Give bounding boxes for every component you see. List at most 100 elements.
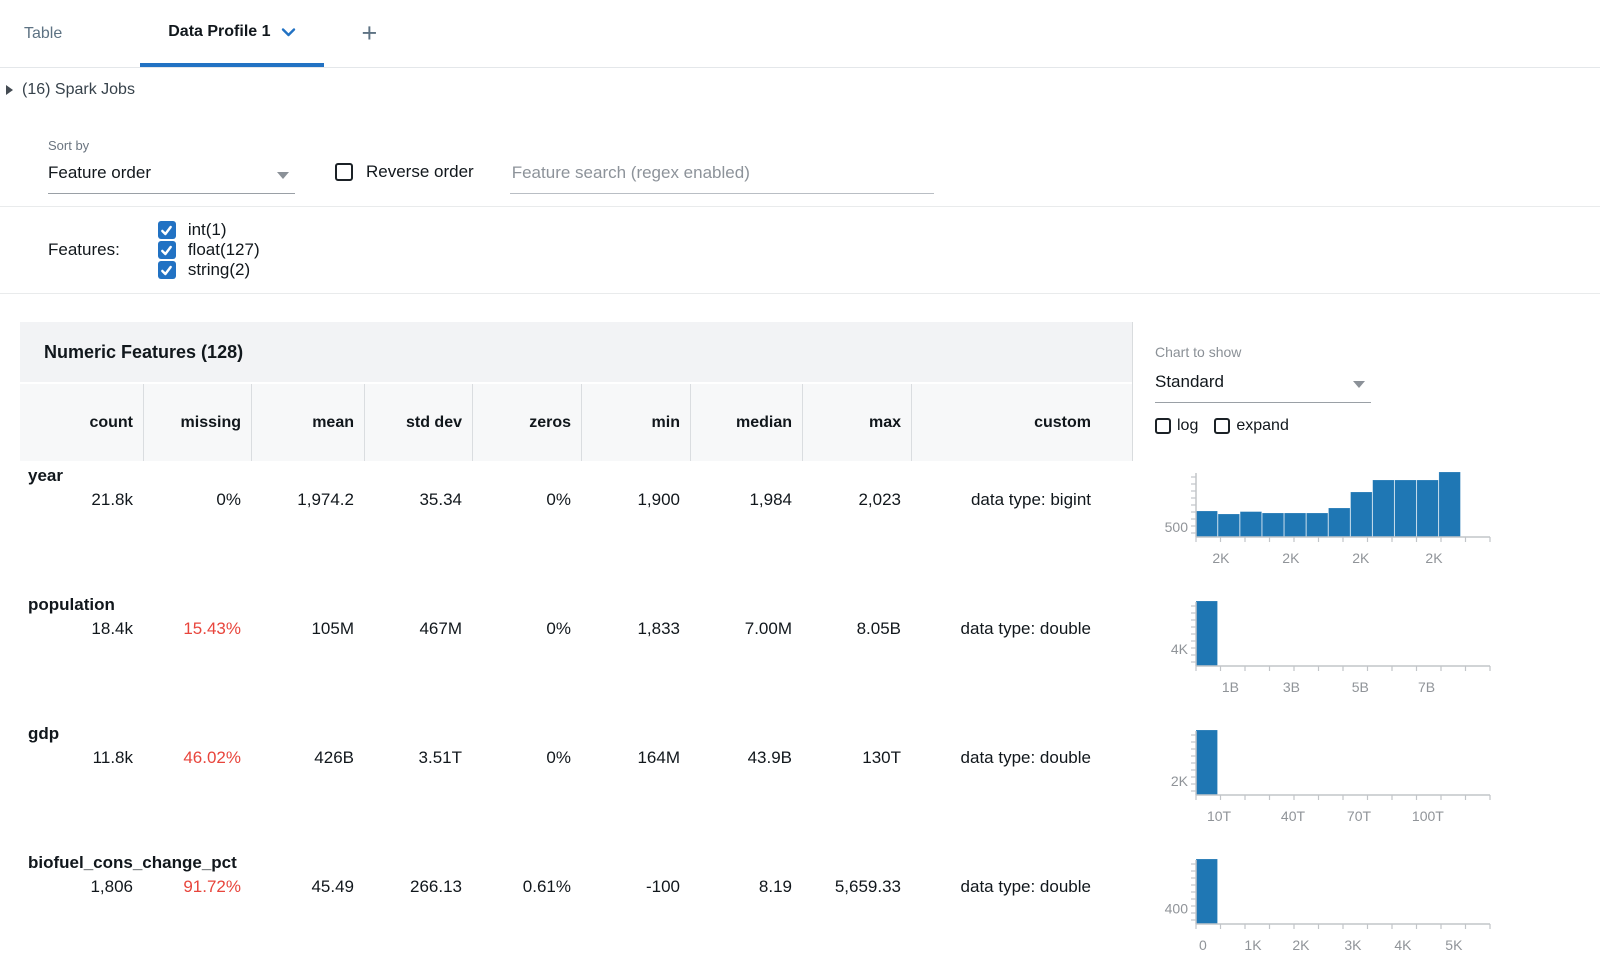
stat-max: 8.05B	[856, 619, 901, 638]
stat-missing: 0%	[216, 490, 241, 509]
table-title: Numeric Features (128)	[44, 341, 244, 362]
feature-type-checkbox[interactable]	[157, 241, 176, 259]
stat-std-dev: 266.13	[410, 877, 462, 896]
feature-search	[509, 155, 934, 194]
feature-type-checkbox[interactable]	[157, 221, 176, 239]
chevron-down-icon[interactable]	[281, 27, 296, 37]
svg-text:2K: 2K	[1292, 937, 1310, 953]
stat-zeros: 0%	[546, 619, 571, 638]
tab-bar: Table Data Profile 1 +	[0, 0, 1600, 68]
log-label: log	[1177, 417, 1199, 434]
profile-controls: Sort by Feature order Reverse order	[0, 102, 1600, 194]
svg-text:2K: 2K	[1352, 550, 1370, 566]
stat-zeros: 0.61%	[522, 877, 571, 896]
stat-mean: 426B	[314, 748, 354, 767]
stat-custom: data type: double	[960, 877, 1091, 896]
add-profile-button[interactable]: +	[348, 0, 392, 67]
feature-type-label: int(1)	[187, 220, 227, 239]
histogram-chart: 2K 10T 40T 70T 100T	[1171, 729, 1491, 824]
svg-text:2K: 2K	[1425, 550, 1443, 566]
spark-jobs-label: (16) Spark Jobs	[22, 81, 135, 98]
chart-to-show-label: Chart to show	[1155, 344, 1242, 360]
feature-type-filters: Features: int(1) float(127) string(2)	[0, 206, 1600, 294]
table-row: year 21.8k 0% 1,974.2 35.34 0% 1,900 1,984 2,02…	[20, 461, 1538, 590]
expand-control[interactable]: expand	[1214, 417, 1289, 435]
column-header-median: median	[690, 384, 802, 461]
caret-down-icon	[1353, 381, 1365, 388]
feature-name: population	[28, 595, 115, 614]
column-header-custom: custom	[911, 384, 1101, 461]
numeric-features-panel: Numeric Features (128) count missing mean s…	[20, 322, 1538, 957]
histogram-chart: 400 0 1K 2K 3K 4K 5K	[1165, 858, 1491, 953]
feature-type-float[interactable]: float(127)	[157, 240, 260, 260]
svg-text:4K: 4K	[1171, 641, 1189, 657]
log-checkbox[interactable]	[1155, 418, 1171, 434]
feature-type-int[interactable]: int(1)	[157, 220, 260, 240]
svg-text:5K: 5K	[1445, 937, 1463, 953]
histogram-chart: 4K 1B 3B 5B 7B	[1171, 600, 1491, 695]
feature-type-checkbox[interactable]	[157, 261, 176, 279]
svg-text:40T: 40T	[1281, 808, 1306, 824]
svg-text:1B: 1B	[1222, 679, 1239, 695]
log-scale-control[interactable]: log	[1155, 417, 1198, 435]
stat-custom: data type: bigint	[970, 490, 1091, 509]
feature-type-string[interactable]: string(2)	[157, 260, 260, 280]
column-header-std-dev: std dev	[364, 384, 472, 461]
svg-text:500: 500	[1165, 519, 1189, 535]
feature-histogram: 4K 1B 3B 5B 7B	[1129, 590, 1538, 719]
stat-std-dev: 3.51T	[418, 748, 462, 767]
stat-max: 2,023	[858, 490, 901, 509]
feature-histogram: 2K 10T 40T 70T 100T	[1129, 719, 1538, 848]
stat-count: 18.4k	[91, 619, 133, 638]
stat-mean: 105M	[311, 619, 354, 638]
feature-name: year	[28, 466, 63, 485]
svg-text:400: 400	[1165, 901, 1189, 917]
table-header: Numeric Features (128) count missing mean s…	[20, 322, 1538, 461]
stat-mean: 1,974.2	[297, 490, 354, 509]
sort-by-value: Feature order	[48, 163, 151, 182]
stat-missing: 91.72%	[183, 877, 241, 896]
stat-median: 1,984	[749, 490, 792, 509]
sort-by-select[interactable]: Feature order	[48, 155, 295, 194]
plus-icon: +	[361, 18, 378, 48]
expand-checkbox[interactable]	[1214, 418, 1231, 434]
svg-text:10T: 10T	[1207, 808, 1232, 824]
caret-down-icon	[277, 172, 289, 179]
stat-count: 11.8k	[92, 748, 133, 767]
reverse-order-label: Reverse order	[366, 162, 474, 181]
svg-text:70T: 70T	[1347, 808, 1372, 824]
feature-search-input[interactable]	[509, 155, 934, 193]
chart-controls: Chart to show Standard log expand	[1132, 322, 1538, 461]
spark-jobs-toggle[interactable]: (16) Spark Jobs	[0, 68, 1600, 102]
feature-stats: 21.8k 0% 1,974.2 35.34 0% 1,900 1,984 2,023 data…	[20, 489, 1129, 511]
feature-type-label: string(2)	[187, 260, 251, 279]
stat-missing: 46.02%	[183, 748, 241, 767]
chart-type-value: Standard	[1155, 372, 1224, 391]
tab-data-profile[interactable]: Data Profile 1	[140, 0, 324, 67]
feature-type-label: float(127)	[187, 240, 260, 259]
feature-stats: 11.8k 46.02% 426B 3.51T 0% 164M 43.9B 130T data …	[20, 747, 1129, 769]
table-row: biofuel_cons_change_pct 1,806 91.72% 45.49…	[20, 848, 1538, 957]
column-header-missing: missing	[143, 384, 251, 461]
tab-table[interactable]: Table	[0, 0, 86, 67]
stat-max: 130T	[862, 748, 901, 767]
svg-text:2K: 2K	[1212, 550, 1230, 566]
table-body: year 21.8k 0% 1,974.2 35.34 0% 1,900 1,984 2,02…	[20, 461, 1538, 957]
table-row: population 18.4k 15.43% 105M 467M 0% 1,833 7.0…	[20, 590, 1538, 719]
stat-custom: data type: double	[960, 748, 1091, 767]
stat-missing: 15.43%	[183, 619, 241, 638]
stat-min: -100	[645, 877, 680, 896]
chart-type-select[interactable]: Standard	[1155, 364, 1371, 403]
svg-text:1K: 1K	[1244, 937, 1262, 953]
stat-median: 8.19	[758, 877, 792, 896]
tab-table-label: Table	[24, 24, 63, 42]
feature-stats: 18.4k 15.43% 105M 467M 0% 1,833 7.00M 8.05B data…	[20, 618, 1129, 640]
reverse-order-control[interactable]: Reverse order	[335, 162, 474, 182]
reverse-order-checkbox[interactable]	[335, 163, 353, 181]
feature-histogram: 400 0 1K 2K 3K 4K 5K	[1129, 848, 1538, 957]
svg-text:3K: 3K	[1344, 937, 1362, 953]
svg-text:2K: 2K	[1282, 550, 1300, 566]
stat-max: 5,659.33	[834, 877, 901, 896]
table-row: gdp 11.8k 46.02% 426B 3.51T 0% 164M 43.9B 130T d…	[20, 719, 1538, 848]
stat-zeros: 0%	[546, 748, 571, 767]
